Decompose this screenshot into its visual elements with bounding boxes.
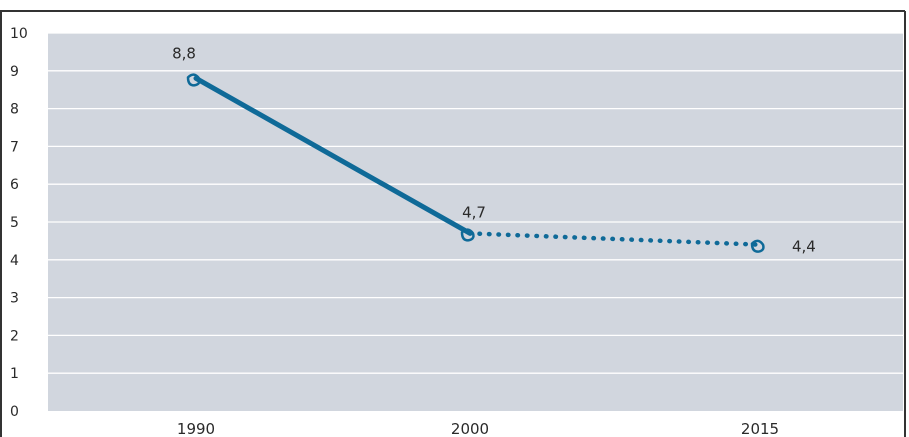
series-segment-observed: [193, 75, 473, 236]
y-tick-label: 6: [10, 177, 19, 193]
y-tick-label: 0: [10, 404, 19, 420]
y-tick-label: 10: [10, 26, 28, 42]
gridlines: [48, 32, 903, 374]
data-point-marker: [186, 73, 201, 87]
y-tick-label: 8: [10, 102, 19, 118]
data-label: 8,8: [172, 44, 196, 62]
x-tick-label: 2015: [741, 420, 779, 437]
data-label: 4,4: [792, 238, 816, 256]
y-tick-label: 1: [10, 366, 19, 382]
data-point-marker: [750, 239, 765, 253]
y-tick-label: 3: [10, 291, 19, 307]
data-label: 4,7: [462, 203, 486, 221]
y-tick-label: 9: [10, 64, 19, 80]
data-point-marker: [460, 228, 475, 242]
series-layer: [186, 73, 765, 253]
data-labels: 8,8 4,7 4,4: [172, 44, 816, 255]
y-tick-label: 5: [10, 215, 19, 231]
x-tick-label: 2000: [451, 420, 489, 437]
y-tick-label: 7: [10, 139, 19, 155]
x-axis-ticks: 1990 2000 2015: [177, 420, 779, 437]
y-tick-label: 4: [10, 253, 19, 269]
y-tick-label: 2: [10, 328, 19, 344]
series-segment-projected: [467, 231, 763, 247]
y-axis-ticks: 0 1 2 3 4 5 6 7 8 9 10: [10, 26, 28, 420]
x-tick-label: 1990: [177, 420, 215, 437]
